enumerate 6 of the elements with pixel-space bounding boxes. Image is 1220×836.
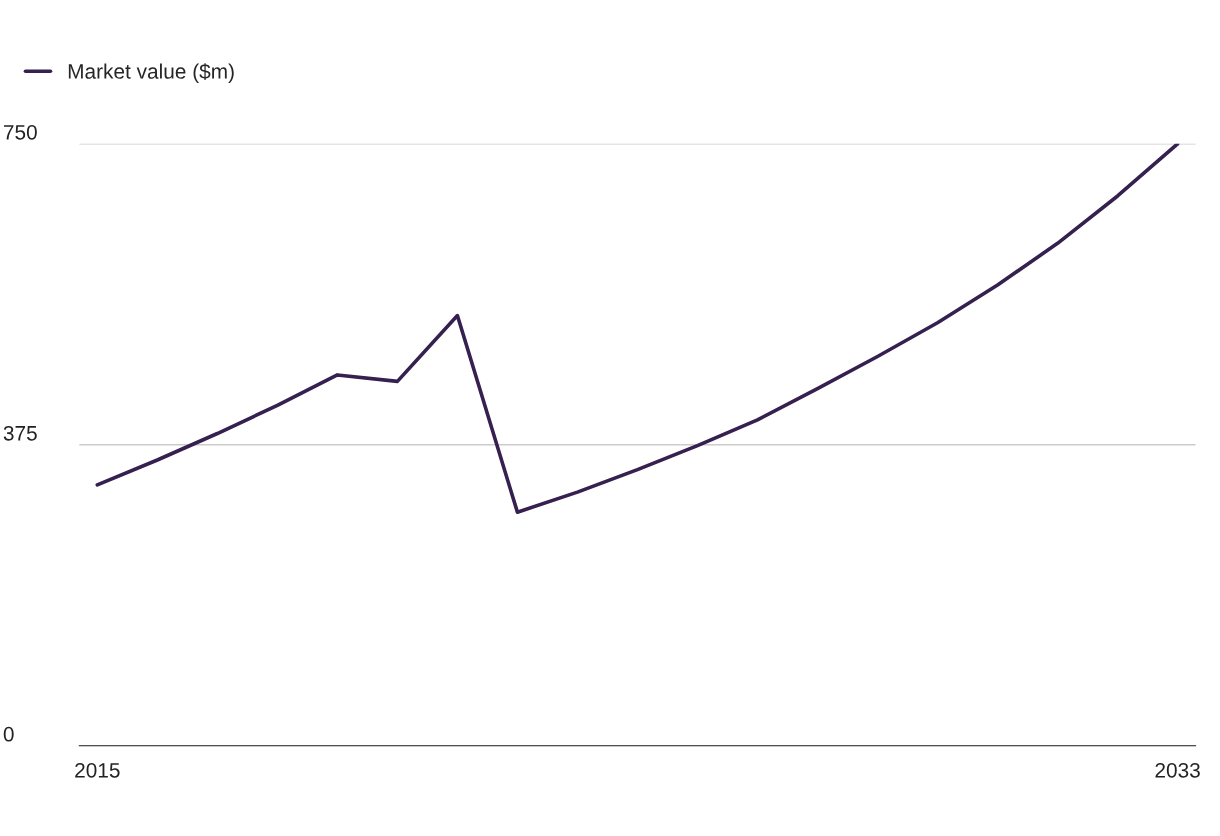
y-tick-label: 750 xyxy=(3,124,37,140)
legend-label: Market value ($m) xyxy=(68,63,234,83)
y-tick-label: 0 xyxy=(3,726,14,742)
x-tick-label: 2033 xyxy=(1155,762,1200,778)
y-tick-label: 375 xyxy=(3,425,37,441)
x-tick-label: 2015 xyxy=(75,762,120,778)
